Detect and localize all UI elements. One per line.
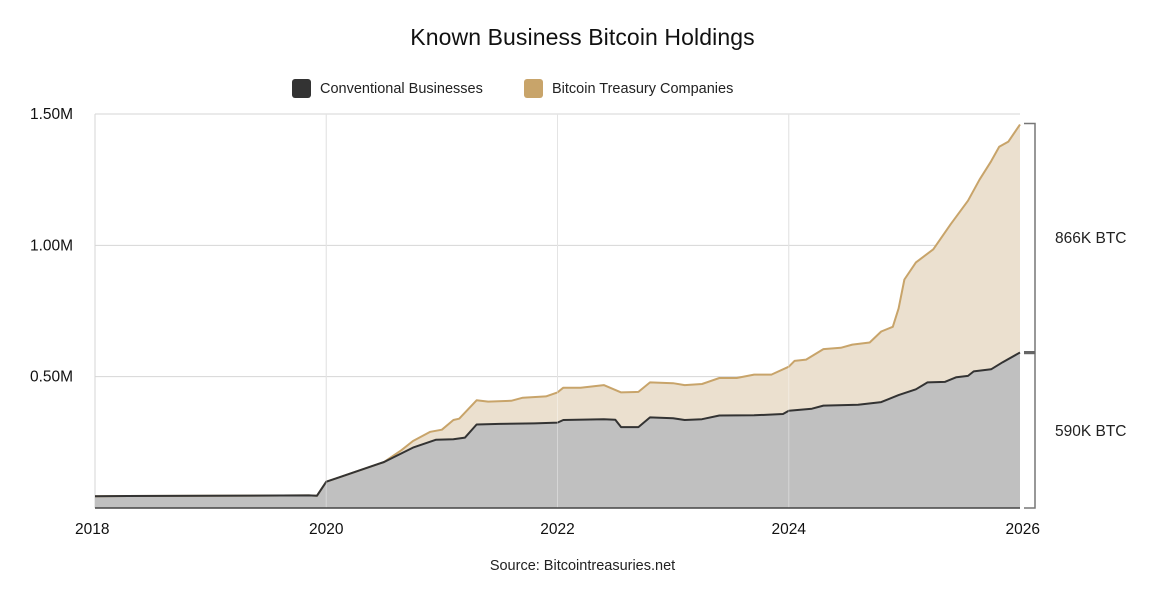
legend-item-conventional: Conventional Businesses <box>292 79 483 98</box>
legend-swatch-conventional <box>292 79 311 98</box>
source-note: Source: Bitcointreasuries.net <box>489 558 676 574</box>
x-tick-label: 2026 <box>1006 521 1040 538</box>
legend-label-treasury: Bitcoin Treasury Companies <box>552 80 734 97</box>
x-tick-label: 2018 <box>75 521 109 538</box>
legend-label-conventional: Conventional Businesses <box>320 80 483 97</box>
bracket-label: 590K BTC <box>1055 423 1127 440</box>
chart-title: Known Business Bitcoin Holdings <box>410 24 755 50</box>
x-tick-label: 2024 <box>772 521 807 538</box>
bracket-label: 866K BTC <box>1055 230 1127 247</box>
y-tick-label: 1.00M <box>30 237 73 254</box>
line-conventional-businesses <box>94 351 1021 498</box>
bracket-line <box>1024 352 1036 509</box>
legend-swatch-treasury <box>524 79 543 98</box>
line-bitcoin-treasury-companies <box>94 123 1021 498</box>
chart-legend: Conventional Businesses Bitcoin Treasury… <box>0 79 1149 101</box>
x-tick-label: 2022 <box>540 521 574 538</box>
area-conventional-businesses <box>95 352 1020 508</box>
y-tick-label: 1.50M <box>30 106 73 123</box>
y-tick-label: 0.50M <box>30 369 73 386</box>
bracket-line <box>1024 122 1036 354</box>
x-tick-label: 2020 <box>309 521 344 538</box>
legend-item-treasury: Bitcoin Treasury Companies <box>524 79 733 98</box>
